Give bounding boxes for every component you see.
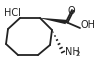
Text: O: O [67, 6, 75, 16]
Text: OH: OH [81, 20, 96, 30]
Text: HCl: HCl [4, 8, 21, 18]
Polygon shape [40, 18, 66, 24]
Text: 2: 2 [76, 50, 80, 57]
Text: NH: NH [65, 47, 80, 57]
